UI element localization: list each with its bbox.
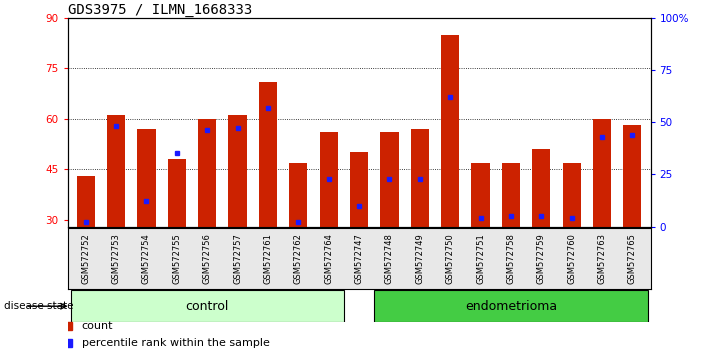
Bar [107,115,125,227]
Bar [77,176,95,227]
Text: count: count [82,321,113,331]
Text: disease state: disease state [4,301,73,311]
Text: GSM572752: GSM572752 [81,233,90,284]
Text: GSM572748: GSM572748 [385,233,394,284]
Text: endometrioma: endometrioma [465,300,557,313]
Text: GDS3975 / ILMN_1668333: GDS3975 / ILMN_1668333 [68,3,252,17]
Bar [228,115,247,227]
Bar [259,82,277,227]
Text: GSM572757: GSM572757 [233,233,242,284]
Bar [532,149,550,227]
Text: GSM572749: GSM572749 [415,233,424,284]
Text: GSM572762: GSM572762 [294,233,303,284]
Text: GSM572751: GSM572751 [476,233,485,284]
Text: GSM572755: GSM572755 [172,233,181,284]
Text: GSM572760: GSM572760 [567,233,576,284]
Bar [319,132,338,227]
Bar [380,132,399,227]
Bar [624,126,641,227]
Text: GSM572763: GSM572763 [597,233,606,284]
Bar [593,119,611,227]
Text: GSM572754: GSM572754 [142,233,151,284]
Text: GSM572756: GSM572756 [203,233,212,284]
Bar [411,129,429,227]
Bar [137,129,156,227]
Text: GSM572765: GSM572765 [628,233,637,284]
Bar [168,159,186,227]
Text: GSM572753: GSM572753 [112,233,121,284]
Text: GSM572761: GSM572761 [264,233,272,284]
Text: GSM572764: GSM572764 [324,233,333,284]
Text: GSM572759: GSM572759 [537,233,546,284]
Bar [562,162,581,227]
Bar [374,290,648,322]
Bar [441,35,459,227]
Bar [198,119,216,227]
Text: percentile rank within the sample: percentile rank within the sample [82,338,269,348]
Bar [350,153,368,227]
Bar [289,162,307,227]
Bar [502,162,520,227]
Text: GSM572750: GSM572750 [446,233,454,284]
Text: GSM572758: GSM572758 [506,233,515,284]
Bar [471,162,490,227]
Text: control: control [186,300,229,313]
Text: GSM572747: GSM572747 [355,233,363,284]
Bar [70,290,344,322]
